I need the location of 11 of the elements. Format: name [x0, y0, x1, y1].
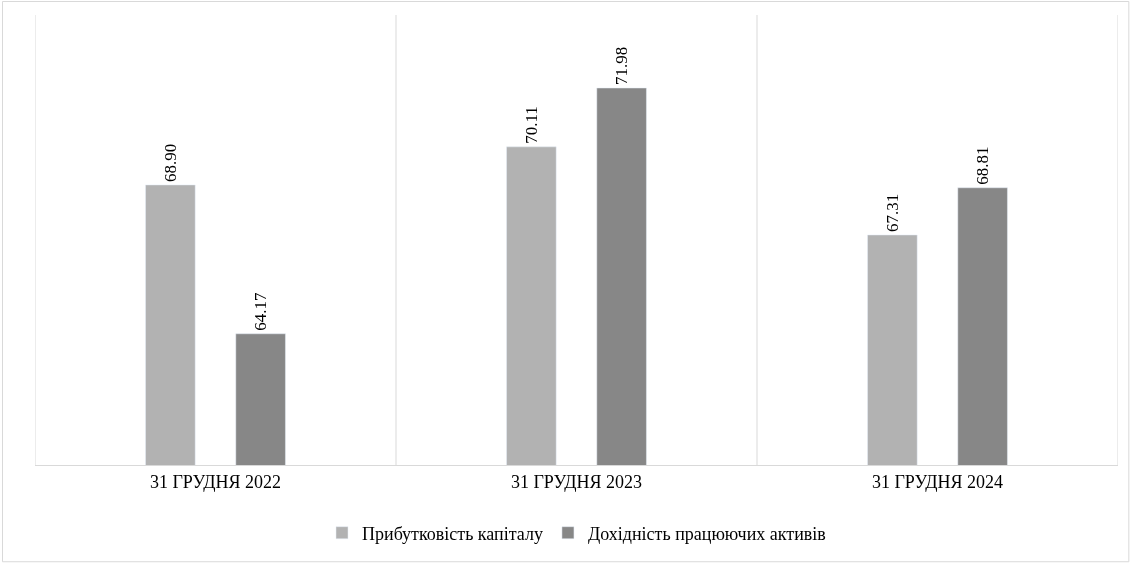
data-label: 71.98 [612, 46, 632, 86]
legend-label: Дохідність працюючих активів [587, 523, 826, 544]
legend-label: Прибутковість капіталу [362, 523, 543, 544]
data-label: 64.17 [251, 292, 271, 331]
data-label: 68.90 [160, 143, 180, 182]
x-tick-label: 31 ГРУДНЯ 2022 [149, 471, 282, 492]
x-tick-label: 31 ГРУДНЯ 2024 [871, 471, 1004, 492]
data-label: 70.11 [521, 106, 541, 144]
x-tick-label: 31 ГРУДНЯ 2023 [510, 471, 643, 492]
data-label: 67.31 [882, 193, 902, 232]
data-label: 68.81 [973, 146, 993, 185]
